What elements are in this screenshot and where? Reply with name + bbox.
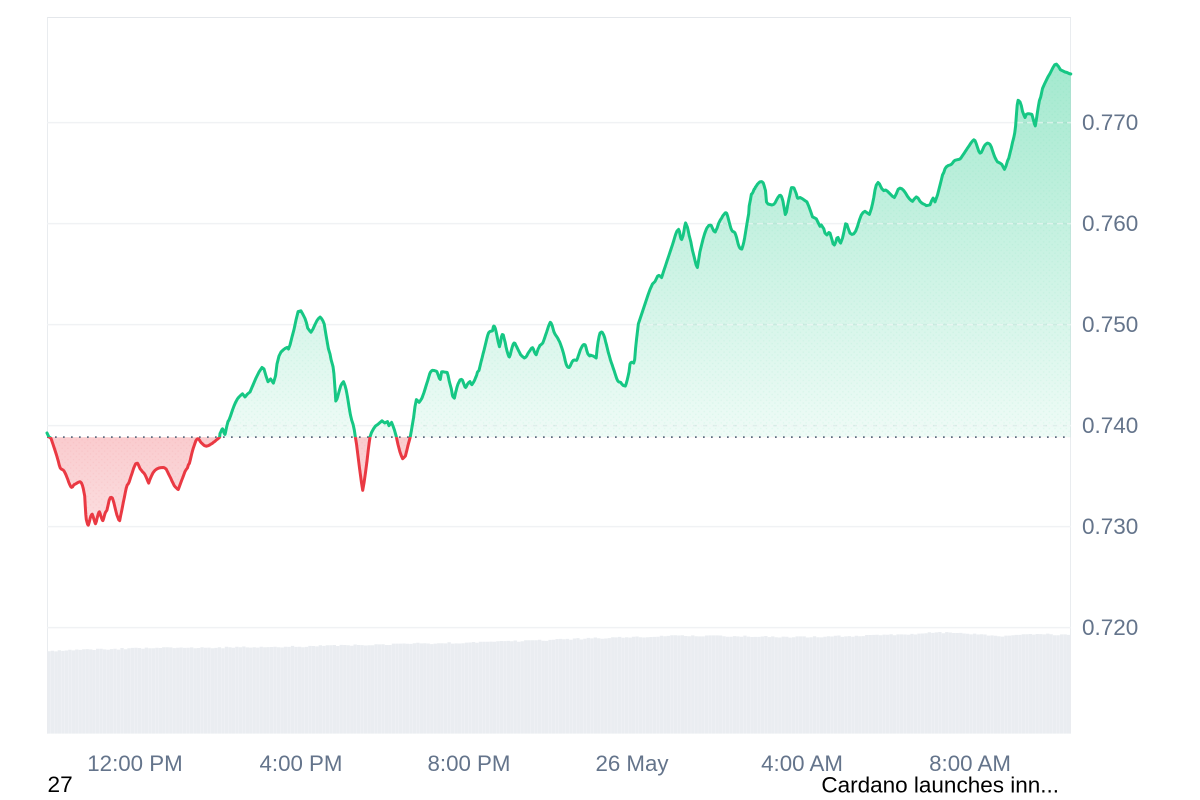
svg-text:8:00 AM: 8:00 AM xyxy=(929,751,1011,776)
svg-text:8:00 PM: 8:00 PM xyxy=(427,751,510,776)
svg-text:12:00 PM: 12:00 PM xyxy=(87,751,182,776)
svg-text:4:00 PM: 4:00 PM xyxy=(259,751,342,776)
svg-text:4:00 AM: 4:00 AM xyxy=(761,751,843,776)
svg-text:0.750: 0.750 xyxy=(1082,312,1138,337)
svg-text:0.730: 0.730 xyxy=(1082,514,1138,539)
svg-text:0.760: 0.760 xyxy=(1082,211,1138,236)
svg-text:0.720: 0.720 xyxy=(1082,615,1138,640)
svg-text:27: 27 xyxy=(48,772,73,797)
svg-text:0.740: 0.740 xyxy=(1082,413,1138,438)
svg-text:0.770: 0.770 xyxy=(1082,110,1138,135)
svg-text:26 May: 26 May xyxy=(595,751,669,776)
svg-text:Cardano launches inn...: Cardano launches inn... xyxy=(821,773,1059,798)
